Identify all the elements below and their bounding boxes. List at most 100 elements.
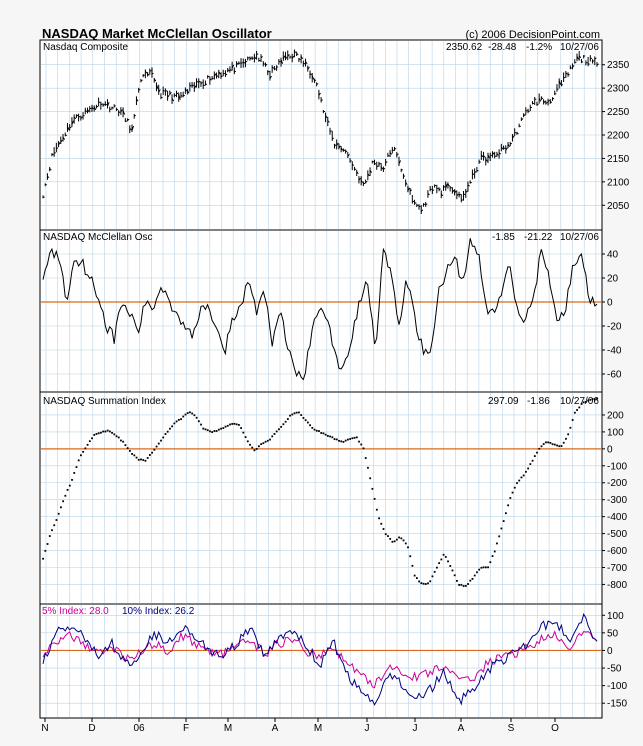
summation-dot (226, 424, 229, 427)
summation-dot (95, 433, 98, 435)
summation-dot (269, 438, 271, 441)
summation-dot (533, 455, 536, 457)
price-close-tick (231, 64, 235, 69)
summation-dot (478, 568, 481, 571)
price-close-tick (242, 61, 246, 64)
x-tick-label: O (551, 723, 559, 734)
summation-dot (298, 411, 300, 414)
summation-dot (440, 558, 443, 561)
summation-dot (166, 430, 169, 433)
summation-dot (255, 448, 258, 450)
summation-dot (113, 433, 116, 436)
summation-dot (391, 540, 394, 543)
price-close-tick (483, 155, 486, 158)
price-close-tick (307, 66, 310, 70)
y-tick-label: -600 (607, 546, 627, 557)
summation-dot (545, 441, 547, 444)
x-tick-label: M (224, 723, 232, 734)
summation-dot (484, 566, 487, 569)
price-close-tick (178, 94, 181, 100)
price-close-tick (140, 79, 143, 82)
summation-dot (395, 538, 398, 541)
summation-dot (82, 450, 85, 453)
summation-dot (237, 423, 240, 426)
summation-dot (155, 445, 158, 448)
y-tick-label: 40 (607, 250, 619, 261)
price-close-tick (396, 153, 399, 156)
summation-dot (184, 413, 187, 416)
summation-dot (206, 429, 209, 432)
y-tick-label: -800 (607, 580, 627, 591)
price-close-tick (365, 180, 368, 183)
price-close-tick (463, 193, 466, 196)
price-close-tick (291, 55, 295, 59)
price-close-tick (347, 154, 350, 157)
price-close-tick (576, 56, 580, 60)
y-tick-label: 2300 (607, 84, 630, 95)
summation-dot (44, 549, 47, 552)
price-close-tick (296, 53, 299, 56)
summation-dot (369, 477, 372, 480)
price-close-tick (329, 130, 332, 132)
summation-dot (266, 439, 269, 442)
y-tick-label: -400 (607, 512, 627, 523)
summation-dot (146, 457, 149, 459)
summation-dot (409, 555, 412, 558)
price-close-tick (541, 97, 544, 100)
five-pct-line (42, 630, 598, 689)
summation-dot (360, 443, 363, 446)
price-close-tick (129, 127, 132, 131)
summation-dot (447, 560, 449, 563)
price-close-tick (478, 161, 481, 163)
summation-dot (202, 427, 205, 430)
summation-dot (62, 500, 65, 503)
price-close-tick (216, 75, 219, 77)
oscillator-panel: 40 20 0 -20 -40 -60 NASDAQ McClellan Osc -1.8… (39, 229, 622, 393)
summation-dot (304, 419, 307, 422)
summation-dot (413, 574, 416, 577)
summation-dot (117, 436, 120, 439)
price-close-tick (498, 152, 502, 155)
price-close-tick (193, 85, 197, 89)
summation-dot (418, 580, 421, 583)
summation-dot (540, 445, 543, 448)
summation-dot (487, 566, 489, 569)
price-close-tick (565, 72, 568, 75)
summation-dot (322, 432, 325, 435)
price-close-tick (84, 109, 88, 113)
price-close-tick (314, 79, 317, 82)
ten-pct-line (42, 612, 598, 706)
summation-dot (175, 420, 178, 423)
y-tick-label: 100 (607, 611, 624, 622)
price-close-tick (51, 153, 54, 156)
y-tick-label: -20 (607, 322, 622, 333)
price-close-tick (409, 189, 413, 192)
summation-dot (402, 539, 405, 542)
price-close-tick (162, 90, 165, 92)
price-close-tick (260, 56, 263, 59)
summation-dot (229, 423, 231, 426)
price-close-tick (405, 182, 408, 185)
price-close-tick (338, 145, 341, 149)
price-close-tick (356, 171, 359, 175)
summation-dot (453, 574, 456, 577)
summation-dot (473, 574, 476, 577)
price-info-last: 2350.62 (446, 42, 483, 53)
summation-dot (420, 582, 423, 585)
price-close-tick (269, 75, 272, 79)
summation-dot (464, 584, 467, 587)
summation-dot (278, 428, 280, 431)
price-close-tick (118, 111, 121, 114)
summation-dot (120, 439, 122, 442)
summation-dot (529, 463, 532, 465)
price-close-tick (521, 118, 524, 121)
x-tick-label: 06 (133, 723, 145, 734)
price-close-tick (229, 68, 232, 72)
summation-dot (182, 415, 185, 418)
price-close-tick (147, 73, 150, 76)
ten-pct-legend: 10% Index: 26.2 (122, 606, 195, 617)
summation-dot (562, 441, 565, 444)
summation-dot (144, 459, 147, 462)
summation-dot (469, 579, 472, 582)
